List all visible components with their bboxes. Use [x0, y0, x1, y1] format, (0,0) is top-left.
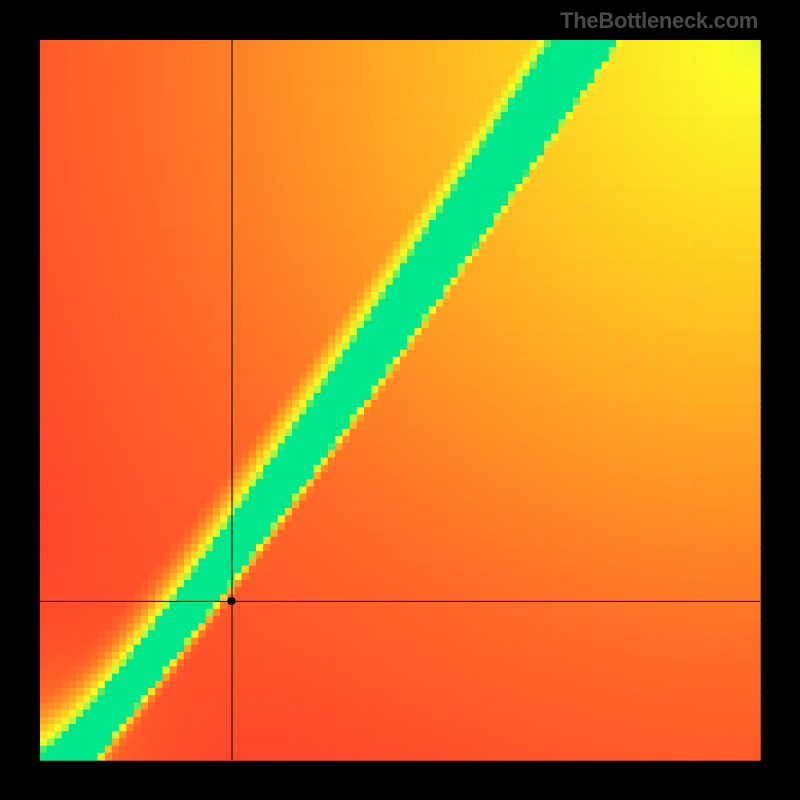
bottleneck-heatmap — [0, 0, 800, 800]
watermark-text: TheBottleneck.com — [560, 8, 758, 34]
